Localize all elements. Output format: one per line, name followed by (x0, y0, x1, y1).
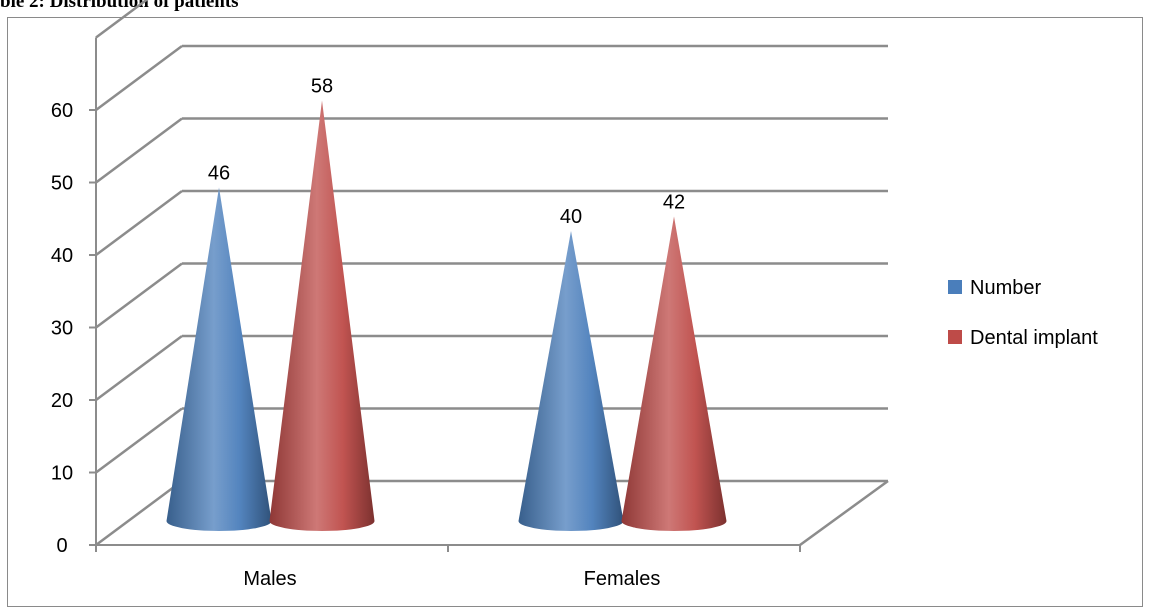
x-tick-labels: Males Females (243, 568, 660, 590)
gridline-side (95, 44, 183, 112)
cone-number (166, 187, 272, 531)
data-label: 42 (663, 192, 685, 214)
legend: Number Dental implant (948, 277, 1098, 349)
gridline-side (95, 0, 149, 39)
y-tick-label: 40 (51, 245, 73, 267)
gridline-side (95, 189, 183, 257)
chart-frame (7, 17, 1143, 607)
chart-caption: ble 2: Distribution of patients (0, 0, 239, 12)
y-tick-label: 30 (51, 318, 73, 340)
cones (166, 100, 727, 531)
cone-dental-implant (621, 216, 727, 531)
legend-label: Dental implant (970, 327, 1098, 349)
axes (89, 37, 801, 552)
data-label: 46 (208, 163, 230, 185)
gridline-side (95, 479, 183, 547)
x-tick-label: Males (243, 568, 296, 590)
gridline-side (95, 262, 183, 329)
cone-dental-implant (269, 100, 375, 531)
gridline-side (95, 117, 183, 184)
y-tick-label: 10 (51, 463, 73, 485)
y-tick-label: 50 (51, 173, 73, 195)
cone-number (518, 231, 624, 531)
x-tick-label: Females (584, 568, 661, 590)
data-label: 58 (311, 76, 333, 98)
legend-swatch (948, 280, 962, 294)
y-tick-labels: 0 10 20 30 40 50 60 (51, 100, 73, 557)
y-tick-label: 60 (51, 100, 73, 122)
gridline-side (95, 334, 183, 402)
floor-edge (799, 479, 889, 547)
data-labels: 46 58 40 42 (208, 76, 685, 229)
y-tick-label: 0 (56, 535, 67, 557)
y-tick-label: 20 (51, 390, 73, 412)
legend-swatch (948, 330, 962, 344)
data-label: 40 (560, 206, 582, 228)
legend-label: Number (970, 277, 1041, 299)
gridline-side (95, 407, 183, 474)
